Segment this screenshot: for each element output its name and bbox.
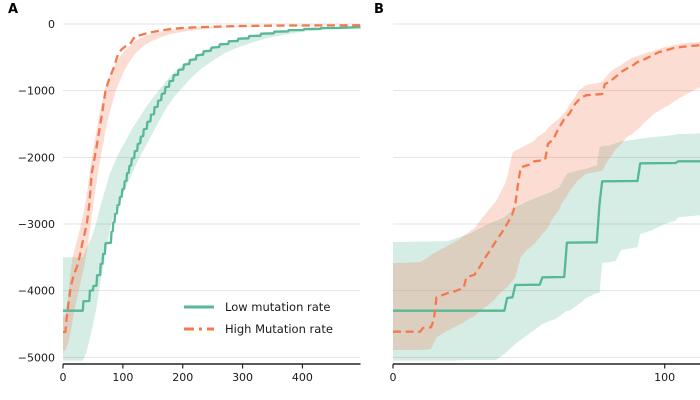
x-tick-label: 100: [112, 371, 133, 384]
series-line-low-mutation: [393, 160, 700, 312]
y-tick-label: 0: [48, 18, 55, 31]
legend-label-high-mutation: High Mutation rate: [225, 321, 333, 336]
series-line-low-mutation: [63, 26, 361, 312]
high-mutation-dashed-line-sample-icon: [184, 327, 214, 330]
panel-a-label: A: [8, 2, 19, 17]
y-tick-label: −1000: [18, 85, 55, 98]
y-tick-label: −3000: [18, 218, 55, 231]
y-tick-label: −5000: [18, 351, 55, 364]
confidence-band-high-mutation: [393, 42, 700, 350]
legend: Low mutation rate High Mutation rate: [183, 298, 333, 337]
x-tick-label: 100: [654, 371, 675, 384]
y-tick-label: −2000: [18, 151, 55, 164]
legend-item-low-mutation: Low mutation rate: [183, 298, 333, 315]
low-mutation-line-sample-icon: [184, 305, 214, 308]
x-tick-label: 0: [60, 371, 67, 384]
series-line-high-mutation: [393, 44, 700, 333]
y-tick-label: −4000: [18, 285, 55, 298]
x-tick-label: 400: [292, 371, 313, 384]
confidence-band-low-mutation: [393, 133, 700, 361]
legend-item-high-mutation: High Mutation rate: [183, 320, 333, 337]
panel-b-label: B: [374, 2, 384, 17]
x-tick-label: 300: [232, 371, 253, 384]
legend-label-low-mutation: Low mutation rate: [225, 299, 331, 314]
x-tick-label: 200: [172, 371, 193, 384]
x-tick-label: 0: [390, 371, 397, 384]
series-line-high-mutation: [63, 24, 361, 334]
